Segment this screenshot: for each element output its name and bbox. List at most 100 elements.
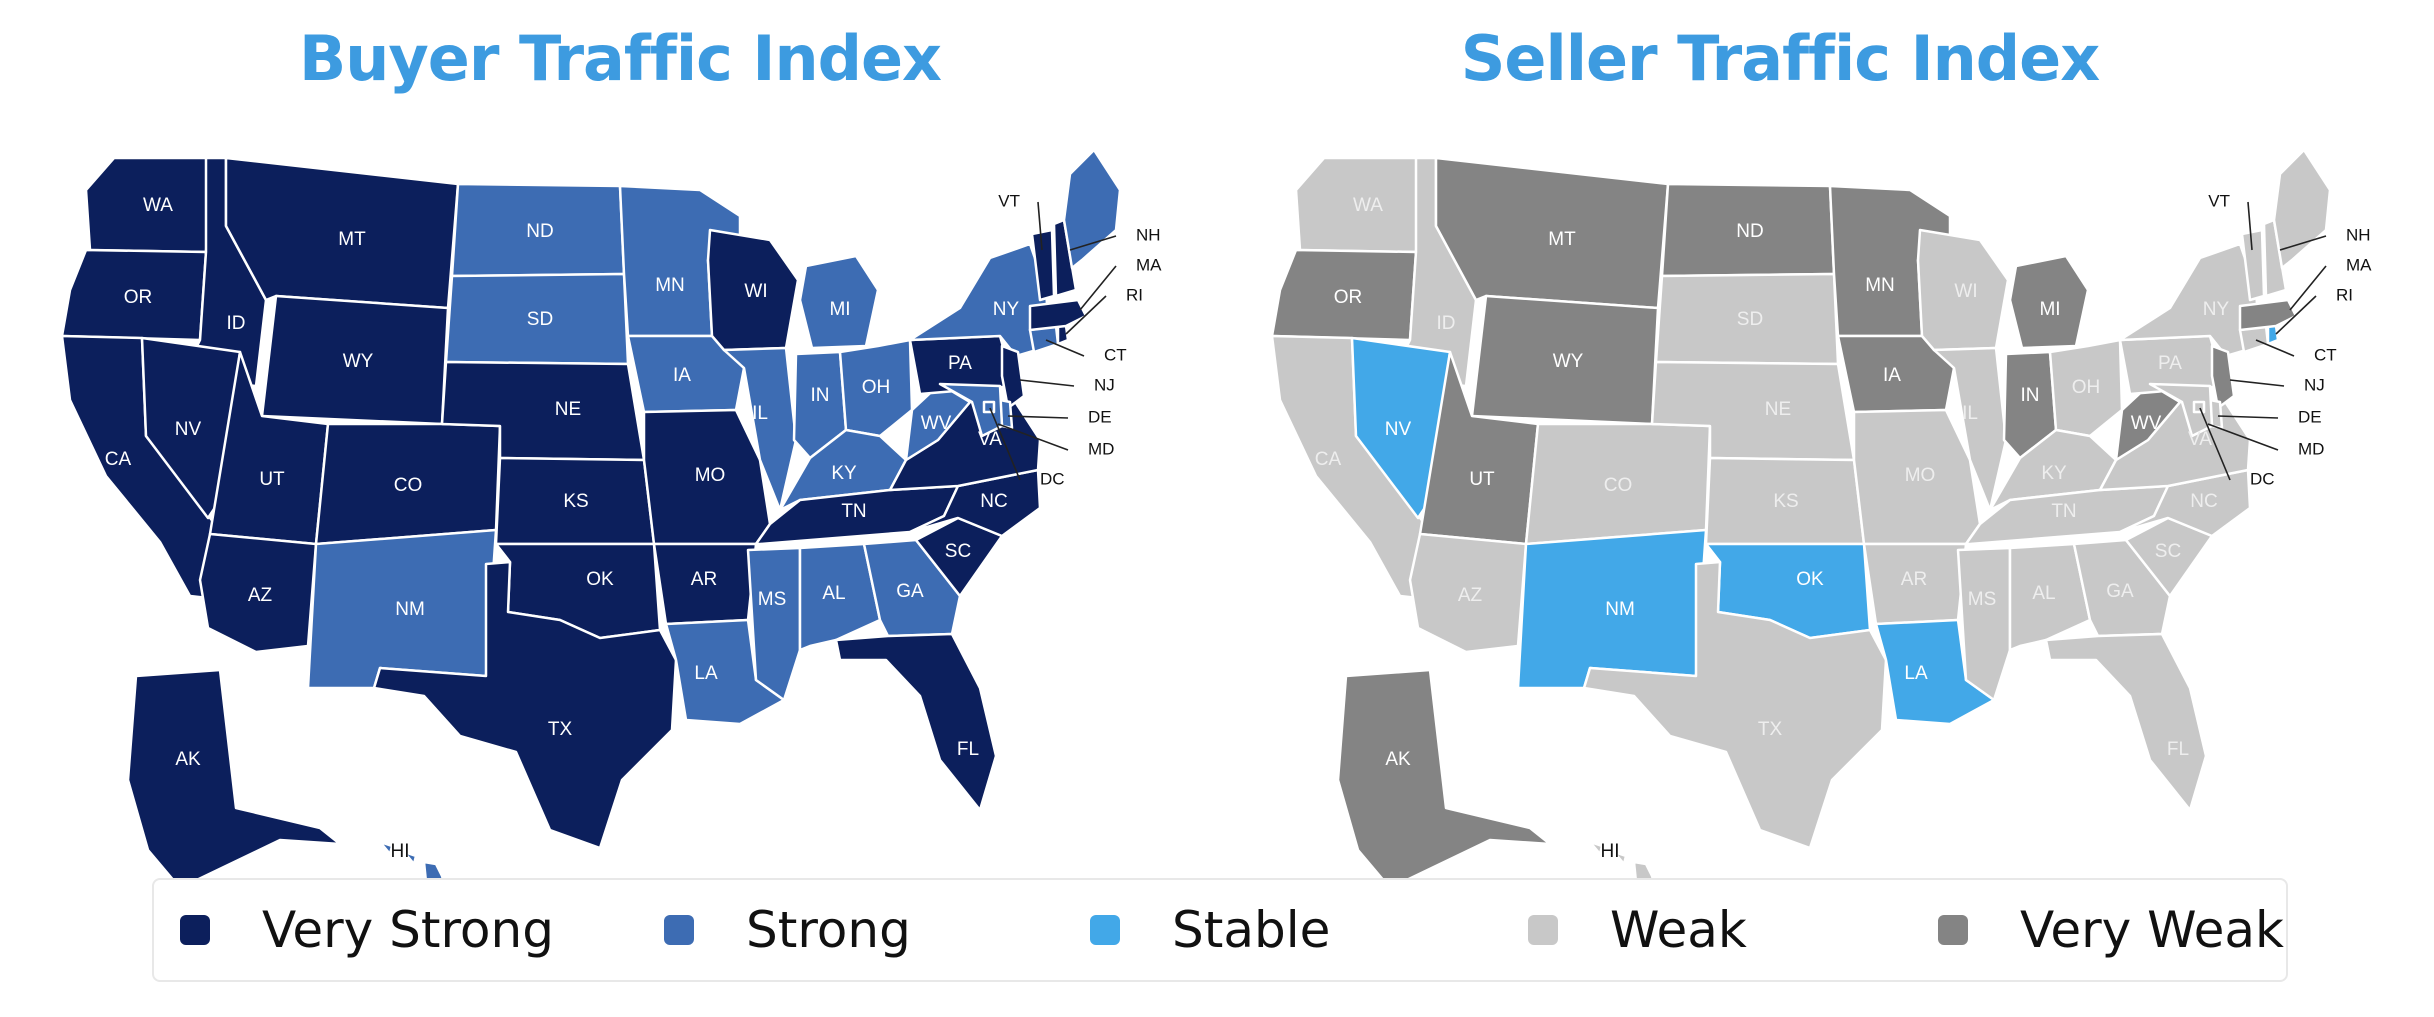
state-label-ri: RI — [2336, 285, 2353, 304]
legend-swatch-weak — [1528, 915, 1558, 945]
state-label-ut: UT — [259, 469, 285, 490]
legend-swatch-stable — [1090, 915, 1120, 945]
state-ia — [1836, 334, 1956, 414]
state-label-ar: AR — [1901, 569, 1927, 590]
callout-line-dc — [2199, 407, 2231, 481]
state-label-ak: AK — [175, 749, 201, 770]
state-label-il: IL — [752, 403, 768, 424]
state-label-mo: MO — [695, 465, 726, 486]
state-label-de: DE — [1088, 407, 1112, 426]
state-ia — [626, 334, 746, 414]
seller-traffic-map: WA OR CA ID NV MT WY UT AZ CO NM ND SD NE KS OK TX MN IA MO… — [1270, 148, 2372, 880]
state-label-ne: NE — [555, 399, 581, 420]
state-label-de: DE — [2298, 407, 2322, 426]
state-label-sc: SC — [945, 541, 971, 562]
state-label-ne: NE — [1765, 399, 1791, 420]
state-label-wv: WV — [921, 413, 952, 434]
callout-line-nh — [1069, 235, 1117, 251]
state-label-ca: CA — [105, 449, 132, 470]
state-label-nh: NH — [1136, 225, 1161, 244]
legend-label-weak: Weak — [1610, 901, 1747, 959]
legend-swatch-very-weak — [1938, 915, 1968, 945]
state-label-va: VA — [978, 429, 1002, 450]
state-label-nj: NJ — [2304, 375, 2325, 394]
state-vt — [1030, 228, 1056, 302]
state-label-nd: ND — [526, 221, 553, 242]
state-label-ga: GA — [896, 581, 924, 602]
state-label-hi: HI — [1601, 841, 1620, 862]
state-label-ky: KY — [831, 463, 857, 484]
state-label-wa: WA — [1353, 195, 1383, 216]
state-label-wi: WI — [1954, 281, 1977, 302]
state-label-pa: PA — [2158, 353, 2182, 374]
buyer-map-title: Buyer Traffic Index — [298, 22, 942, 95]
state-label-la: LA — [694, 663, 718, 684]
state-label-sd: SD — [1737, 309, 1763, 330]
state-label-nd: ND — [1736, 221, 1763, 242]
seller-map-title: Seller Traffic Index — [1460, 22, 2100, 95]
state-label-tx: TX — [1758, 719, 1783, 740]
legend-label-very-strong: Very Strong — [262, 901, 554, 959]
legend-item-very-strong: Very Strong — [180, 880, 554, 980]
state-label-ms: MS — [758, 589, 787, 610]
state-label-mt: MT — [338, 229, 366, 250]
callout-line-ma — [1079, 265, 1117, 311]
state-label-ma: MA — [2346, 255, 2372, 274]
state-label-dc: DC — [2250, 469, 2275, 488]
state-label-ks: KS — [563, 491, 588, 512]
state-label-sc: SC — [2155, 541, 2181, 562]
state-label-id: ID — [1437, 313, 1456, 334]
state-ms — [746, 546, 802, 702]
state-label-nv: NV — [1385, 419, 1412, 440]
legend-label-stable: Stable — [1172, 901, 1331, 959]
state-label-wi: WI — [744, 281, 767, 302]
state-hi — [1588, 840, 1655, 880]
legend-item-strong: Strong — [664, 880, 911, 980]
callout-line-ct — [2255, 339, 2295, 357]
state-label-ca: CA — [1315, 449, 1342, 470]
state-label-il: IL — [1962, 403, 1978, 424]
state-label-ms: MS — [1968, 589, 1997, 610]
callout-line-vt — [2247, 201, 2253, 251]
state-label-ok: OK — [1796, 569, 1824, 590]
callout-line-dc — [989, 407, 1021, 481]
state-label-nh: NH — [2346, 225, 2371, 244]
state-la — [1874, 618, 1996, 726]
state-tx — [372, 560, 678, 850]
state-label-sd: SD — [527, 309, 553, 330]
state-label-ar: AR — [691, 569, 717, 590]
state-label-id: ID — [227, 313, 246, 334]
state-label-tx: TX — [548, 719, 573, 740]
callout-line-md — [2207, 423, 2279, 451]
state-nj — [1000, 344, 1026, 410]
state-label-ny: NY — [2203, 299, 2230, 320]
legend-swatch-very-strong — [180, 915, 210, 945]
callout-line-ri — [2275, 295, 2317, 335]
state-label-co: CO — [394, 475, 423, 496]
state-label-dc: DC — [1040, 469, 1065, 488]
state-label-tn: TN — [841, 501, 866, 522]
state-label-az: AZ — [248, 585, 273, 606]
state-label-or: OR — [124, 287, 153, 308]
state-label-nj: NJ — [1094, 375, 1115, 394]
state-label-ia: IA — [1883, 365, 1901, 386]
state-ri — [2266, 324, 2280, 346]
state-label-mi: MI — [829, 299, 850, 320]
state-fl — [2044, 632, 2208, 812]
state-ma — [2238, 298, 2298, 332]
state-mi — [798, 254, 880, 350]
state-label-nc: NC — [980, 491, 1007, 512]
state-label-wy: WY — [1553, 351, 1584, 372]
legend-label-very-weak: Very Weak — [2020, 901, 2284, 959]
state-md — [938, 382, 1004, 438]
state-label-ct: CT — [2314, 345, 2337, 364]
callout-line-md — [997, 423, 1069, 451]
state-label-ma: MA — [1136, 255, 1162, 274]
state-label-fl: FL — [957, 739, 979, 760]
state-label-la: LA — [1904, 663, 1928, 684]
state-me — [1062, 148, 1122, 270]
state-label-ga: GA — [2106, 581, 2134, 602]
state-label-va: VA — [2188, 429, 2212, 450]
callout-line-de — [1007, 415, 1069, 419]
state-md — [2148, 382, 2214, 438]
